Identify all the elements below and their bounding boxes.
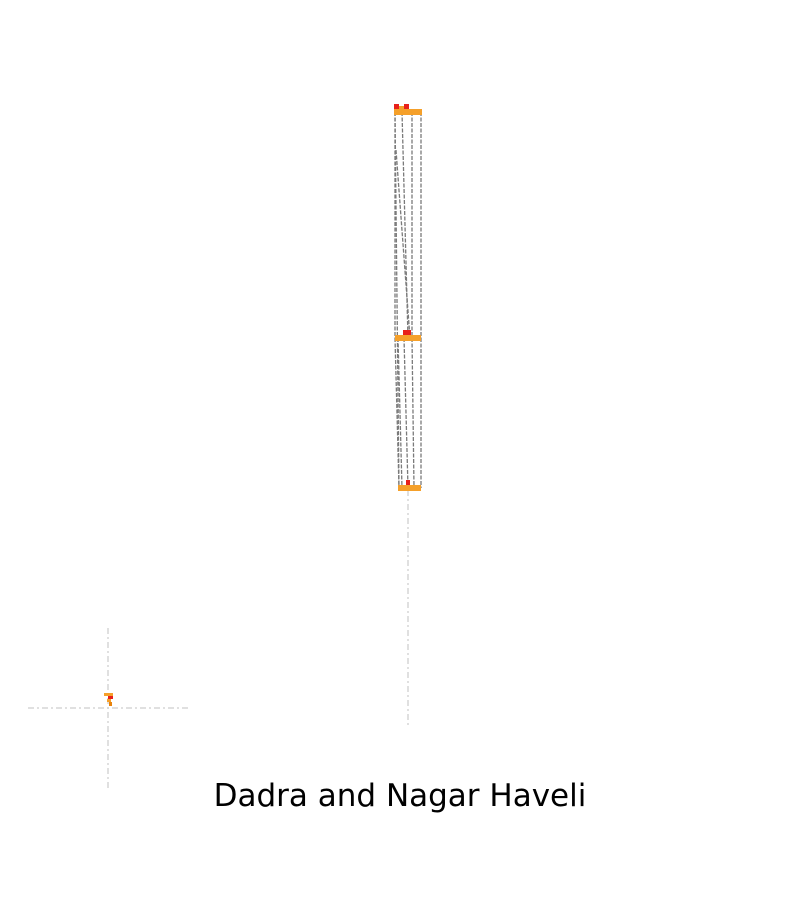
inset-locator: [28, 628, 188, 788]
region-slice-bottom: [398, 480, 421, 491]
region-slice-middle: [395, 330, 421, 341]
inset-region-marker: [104, 693, 113, 706]
map-title: Dadra and Nagar Haveli: [213, 778, 587, 814]
region-slice-top: [394, 104, 422, 115]
projection-lines: [394, 111, 422, 489]
